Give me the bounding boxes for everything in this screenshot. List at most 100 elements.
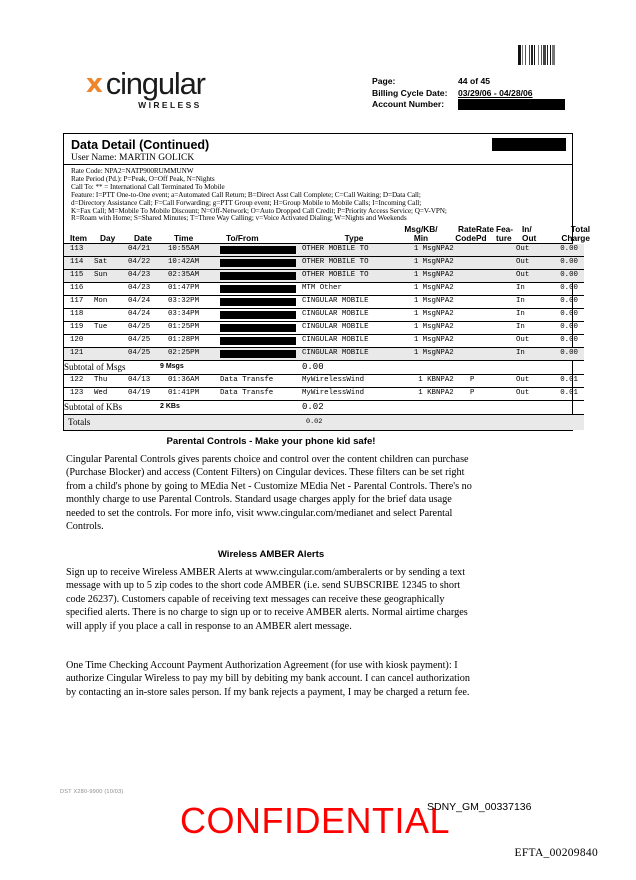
table-row: 113 04/21 10:55AM OTHER MOBILE TO 1 Msg NPA2 O…	[64, 243, 584, 257]
subtotal-row: Subtotal of Msgs 9 Msgs 0.00	[64, 360, 584, 375]
section-body: Sign up to receive Wireless AMBER Alerts…	[66, 567, 468, 632]
cell-chg: 0.00	[544, 243, 584, 257]
cell-chg: 0.00	[544, 256, 584, 270]
rate-code-legend: Rate Code: NPA2=NATP900RUMMUNW Rate Peri…	[64, 165, 572, 225]
cell-day	[94, 334, 128, 348]
page-title: Data Detail (Continued)	[71, 138, 210, 152]
table-row: 115 Sun 04/23 02:35AM OTHER MOBILE TO 1 Msg NP…	[64, 269, 584, 283]
section-heading: Wireless AMBER Alerts	[217, 549, 325, 560]
cell-chg: 0.00	[544, 347, 584, 361]
cell-inout: In	[516, 295, 544, 309]
totals-label: Totals	[64, 414, 302, 430]
legend-line: Feature: I=PTT One-to-One event; a=Autom…	[71, 190, 421, 199]
cell-rcode: NPA2	[436, 282, 470, 296]
cell-time: 10:42AM	[168, 256, 220, 270]
cell-tofrom	[220, 308, 302, 322]
cell-time: 10:55AM	[168, 243, 220, 257]
cell-date: 04/25	[128, 347, 168, 361]
cell-type: MTM Other	[302, 282, 394, 296]
page-label: Page:	[372, 76, 396, 86]
legend-line: Rate Code: NPA2=NATP900RUMMUNW	[71, 167, 194, 175]
form-code: DST X280-9900 (10/03)	[60, 789, 124, 795]
cell-date: 04/22	[128, 256, 168, 270]
data-detail-panel: Data Detail (Continued) User Name: MARTI…	[63, 133, 590, 431]
cell-type: OTHER MOBILE TO	[302, 269, 394, 283]
redaction-bar	[220, 285, 302, 293]
cell-inout: In	[516, 308, 544, 322]
cell-item: 114	[64, 256, 94, 270]
cell-item: 119	[64, 321, 94, 335]
cell-rcode: NPA2	[436, 374, 470, 388]
cell-item: 118	[64, 308, 94, 322]
redaction-bar	[220, 259, 302, 267]
cell-inout: Out	[516, 334, 544, 348]
cell-feat	[490, 334, 516, 348]
cell-min: 1 Msg	[394, 295, 436, 309]
cell-tofrom	[220, 334, 302, 348]
cell-time: 02:25PM	[168, 347, 220, 361]
cell-feat	[490, 347, 516, 361]
cell-rpd	[470, 243, 490, 257]
user-name-value: MARTIN GOLICK	[119, 153, 195, 163]
user-name-line: User Name: MARTIN GOLICK	[71, 153, 566, 164]
cell-rpd	[470, 308, 490, 322]
cell-chg: 0.00	[544, 269, 584, 283]
cell-time: 03:34PM	[168, 308, 220, 322]
cell-feat	[490, 269, 516, 283]
cell-min: 1 Msg	[394, 243, 436, 257]
cell-min: 1 Msg	[394, 256, 436, 270]
cell-type: MyWirelessWind	[302, 387, 394, 401]
cell-item: 117	[64, 295, 94, 309]
account-number-redaction	[458, 99, 565, 111]
cell-tofrom	[220, 269, 302, 283]
table-row: 118 04/24 03:34PM CINGULAR MOBILE 1 Msg NPA2 I…	[64, 308, 584, 322]
cell-chg: 0.00	[544, 282, 584, 296]
table-row: 121 04/25 02:25PM CINGULAR MOBILE 1 Msg NPA2 I…	[64, 347, 584, 361]
col-header-tofrom: To/From	[226, 233, 259, 244]
cell-time: 01:41PM	[168, 387, 220, 401]
subtotal-amount: 0.02	[302, 400, 394, 415]
cell-min: 1 KB	[394, 374, 436, 388]
cell-time: 01:25PM	[168, 321, 220, 335]
cell-tofrom	[220, 256, 302, 270]
cingular-logo: x cingular WIRELESS	[86, 68, 206, 110]
user-name-label: User Name:	[71, 153, 117, 163]
confidential-stamp: CONFIDENTIAL	[180, 800, 451, 841]
cell-feat	[490, 295, 516, 309]
cingular-jack-icon: x	[86, 68, 103, 99]
cell-item: 113	[64, 243, 94, 257]
cell-tofrom	[220, 282, 302, 296]
cell-rcode: NPA2	[436, 321, 470, 335]
cell-feat	[490, 282, 516, 296]
cell-rcode: NPA2	[436, 295, 470, 309]
cell-item: 121	[64, 347, 94, 361]
redaction-bar	[220, 324, 302, 332]
cell-item: 122	[64, 374, 94, 388]
cell-min: 1 KB	[394, 387, 436, 401]
panel-title-band: Data Detail (Continued) User Name: MARTI…	[64, 134, 572, 165]
col-header-type: Type	[344, 233, 364, 244]
cell-day	[94, 243, 128, 257]
col-header-time: Time	[174, 233, 194, 244]
cell-chg: 0.00	[544, 295, 584, 309]
barcode	[518, 45, 590, 65]
col-header-msg-kb-min: Msg/KB/Min	[404, 224, 438, 244]
cell-chg: 0.01	[544, 387, 584, 401]
cell-time: 02:35AM	[168, 269, 220, 283]
cell-day: Mon	[94, 295, 128, 309]
cell-feat	[490, 308, 516, 322]
cell-min: 1 Msg	[394, 334, 436, 348]
table-row: 117 Mon 04/24 03:32PM CINGULAR MOBILE 1 Msg NP…	[64, 295, 584, 309]
cell-rcode: NPA2	[436, 347, 470, 361]
cell-day: Thu	[94, 374, 128, 388]
legend-line: R=Roam with Home; S=Shared Minutes; T=Th…	[71, 214, 407, 223]
cell-rpd	[470, 334, 490, 348]
col-header-item: Item	[70, 233, 88, 244]
cell-rpd	[470, 347, 490, 361]
cell-rcode: NPA2	[436, 308, 470, 322]
subtotal-amount: 0.00	[302, 360, 394, 375]
cell-item: 116	[64, 282, 94, 296]
cell-rcode: NPA2	[436, 256, 470, 270]
section-amber-alerts: Wireless AMBER Alerts Sign up to receive…	[66, 549, 476, 633]
cell-day: Wed	[94, 387, 128, 401]
